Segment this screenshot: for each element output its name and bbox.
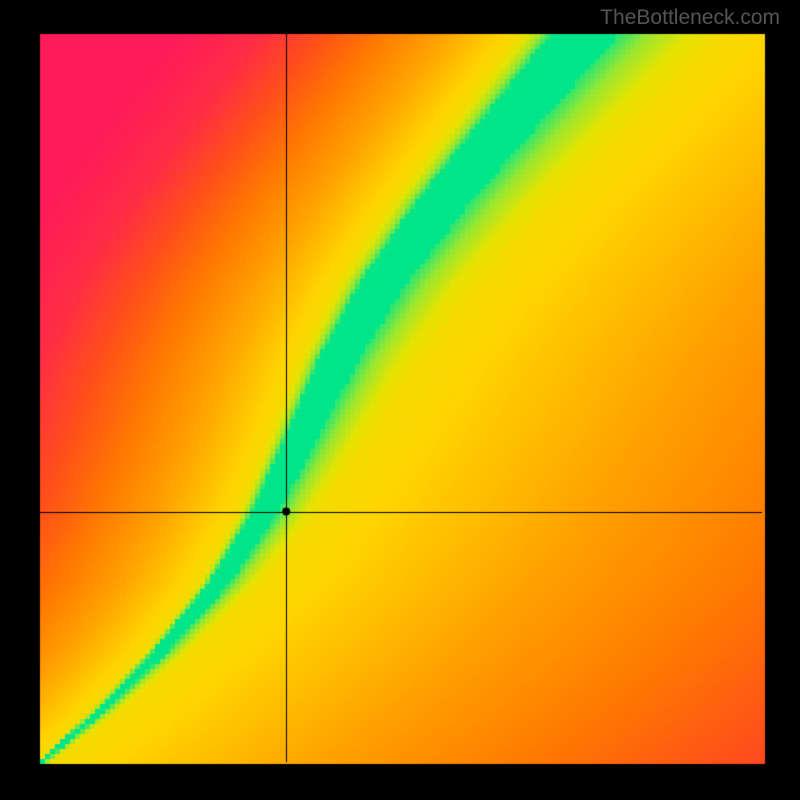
bottleneck-heatmap xyxy=(0,0,800,800)
watermark-text: TheBottleneck.com xyxy=(600,6,780,30)
chart-container: TheBottleneck.com xyxy=(0,0,800,800)
